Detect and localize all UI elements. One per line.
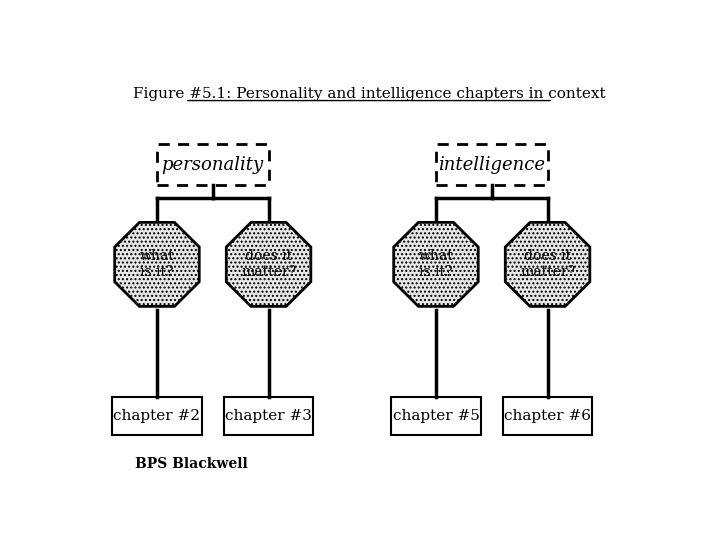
Polygon shape — [226, 222, 311, 306]
FancyBboxPatch shape — [436, 144, 548, 185]
Text: Figure #5.1: Personality and intelligence chapters in context: Figure #5.1: Personality and intelligenc… — [132, 87, 606, 101]
FancyBboxPatch shape — [157, 144, 269, 185]
Text: chapter #2: chapter #2 — [114, 409, 200, 423]
FancyBboxPatch shape — [503, 397, 593, 435]
Text: what
is it?: what is it? — [140, 249, 174, 280]
Polygon shape — [505, 222, 590, 306]
Text: does it
matter?: does it matter? — [520, 249, 575, 280]
Text: chapter #5: chapter #5 — [392, 409, 480, 423]
FancyBboxPatch shape — [392, 397, 481, 435]
Text: chapter #3: chapter #3 — [225, 409, 312, 423]
Text: chapter #6: chapter #6 — [504, 409, 591, 423]
FancyBboxPatch shape — [112, 397, 202, 435]
Text: what
is it?: what is it? — [418, 249, 454, 280]
FancyBboxPatch shape — [224, 397, 313, 435]
Polygon shape — [114, 222, 199, 306]
Polygon shape — [394, 222, 478, 306]
Text: does it
matter?: does it matter? — [241, 249, 296, 280]
Text: personality: personality — [162, 156, 264, 173]
Text: intelligence: intelligence — [438, 156, 545, 173]
Text: BPS Blackwell: BPS Blackwell — [135, 457, 248, 471]
